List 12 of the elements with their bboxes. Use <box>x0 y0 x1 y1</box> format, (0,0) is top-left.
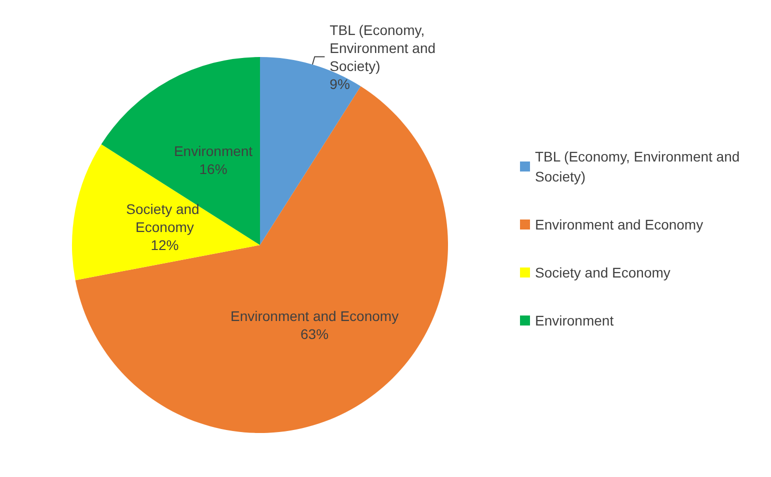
data-label: 16% <box>199 161 228 177</box>
legend-label: Society and Economy <box>535 264 670 280</box>
data-label: 12% <box>150 236 179 253</box>
slice-label: Environment and Economy <box>230 308 399 324</box>
legend-label: Environment <box>535 312 614 328</box>
slice-label: Environment <box>174 143 253 159</box>
data-label: 63% <box>300 326 329 342</box>
legend-label: TBL (Economy, Environment and Society) <box>535 148 744 184</box>
slice-label: Society and Economy <box>126 200 204 235</box>
slice-label: TBL (Economy, Environment and Society) <box>330 22 440 74</box>
legend-label: Environment and Economy <box>535 216 704 232</box>
data-label: 9% <box>330 76 350 92</box>
